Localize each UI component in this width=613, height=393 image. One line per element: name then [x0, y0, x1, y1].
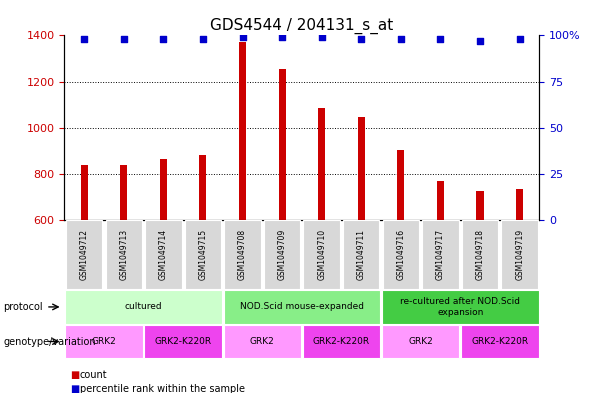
Bar	[65, 290, 222, 323]
Text: NOD.Scid mouse-expanded: NOD.Scid mouse-expanded	[240, 303, 364, 311]
Text: ■: ■	[70, 370, 80, 380]
Bar	[264, 220, 300, 289]
Bar	[382, 325, 460, 358]
Point	[317, 34, 327, 40]
Text: genotype/variation: genotype/variation	[3, 336, 96, 347]
Text: GSM1049711: GSM1049711	[357, 229, 366, 280]
Text: GSM1049718: GSM1049718	[476, 229, 484, 280]
Bar	[318, 108, 326, 220]
Point	[198, 36, 208, 42]
Bar	[343, 220, 379, 289]
Bar	[80, 165, 88, 220]
Point	[119, 36, 129, 42]
Text: GSM1049709: GSM1049709	[278, 229, 287, 280]
Text: GSM1049716: GSM1049716	[397, 229, 405, 280]
Bar	[303, 220, 340, 289]
Text: GSM1049715: GSM1049715	[199, 229, 207, 280]
Text: GSM1049713: GSM1049713	[120, 229, 128, 280]
Point	[515, 36, 525, 42]
Bar	[501, 220, 538, 289]
Text: GSM1049708: GSM1049708	[238, 229, 247, 280]
Text: ■: ■	[70, 384, 80, 393]
Bar	[185, 220, 221, 289]
Text: GSM1049712: GSM1049712	[80, 229, 89, 280]
Bar	[224, 325, 301, 358]
Text: GSM1049710: GSM1049710	[317, 229, 326, 280]
Text: GRK2-K220R: GRK2-K220R	[471, 337, 528, 346]
Bar	[278, 69, 286, 220]
Text: GSM1049714: GSM1049714	[159, 229, 168, 280]
Bar	[160, 159, 167, 220]
Text: GRK2: GRK2	[250, 337, 275, 346]
Bar	[65, 325, 143, 358]
Text: re-cultured after NOD.Scid
expansion: re-cultured after NOD.Scid expansion	[400, 297, 520, 317]
Title: GDS4544 / 204131_s_at: GDS4544 / 204131_s_at	[210, 18, 394, 34]
Bar	[382, 290, 539, 323]
Text: percentile rank within the sample: percentile rank within the sample	[80, 384, 245, 393]
Bar	[224, 290, 380, 323]
Text: count: count	[80, 370, 107, 380]
Bar	[437, 181, 444, 220]
Text: GRK2-K220R: GRK2-K220R	[154, 337, 211, 346]
Bar	[144, 325, 222, 358]
Text: GRK2: GRK2	[408, 337, 433, 346]
Point	[356, 36, 366, 42]
Point	[238, 34, 248, 40]
Bar	[145, 220, 181, 289]
Bar	[199, 155, 207, 220]
Bar	[358, 117, 365, 220]
Bar	[224, 220, 261, 289]
Point	[277, 34, 287, 40]
Point	[475, 38, 485, 44]
Bar	[120, 165, 128, 220]
Bar	[397, 150, 405, 220]
Bar	[105, 220, 142, 289]
Bar	[461, 325, 539, 358]
Text: GRK2-K220R: GRK2-K220R	[313, 337, 370, 346]
Text: GRK2: GRK2	[91, 337, 116, 346]
Point	[158, 36, 168, 42]
Point	[436, 36, 446, 42]
Bar	[462, 220, 498, 289]
Bar	[516, 189, 524, 220]
Text: cultured: cultured	[124, 303, 162, 311]
Bar	[422, 220, 459, 289]
Bar	[66, 220, 102, 289]
Bar	[383, 220, 419, 289]
Text: GSM1049717: GSM1049717	[436, 229, 445, 280]
Bar	[303, 325, 380, 358]
Text: GSM1049719: GSM1049719	[515, 229, 524, 280]
Point	[79, 36, 89, 42]
Bar	[239, 42, 246, 220]
Bar	[476, 191, 484, 220]
Point	[396, 36, 406, 42]
Text: protocol: protocol	[3, 302, 43, 312]
